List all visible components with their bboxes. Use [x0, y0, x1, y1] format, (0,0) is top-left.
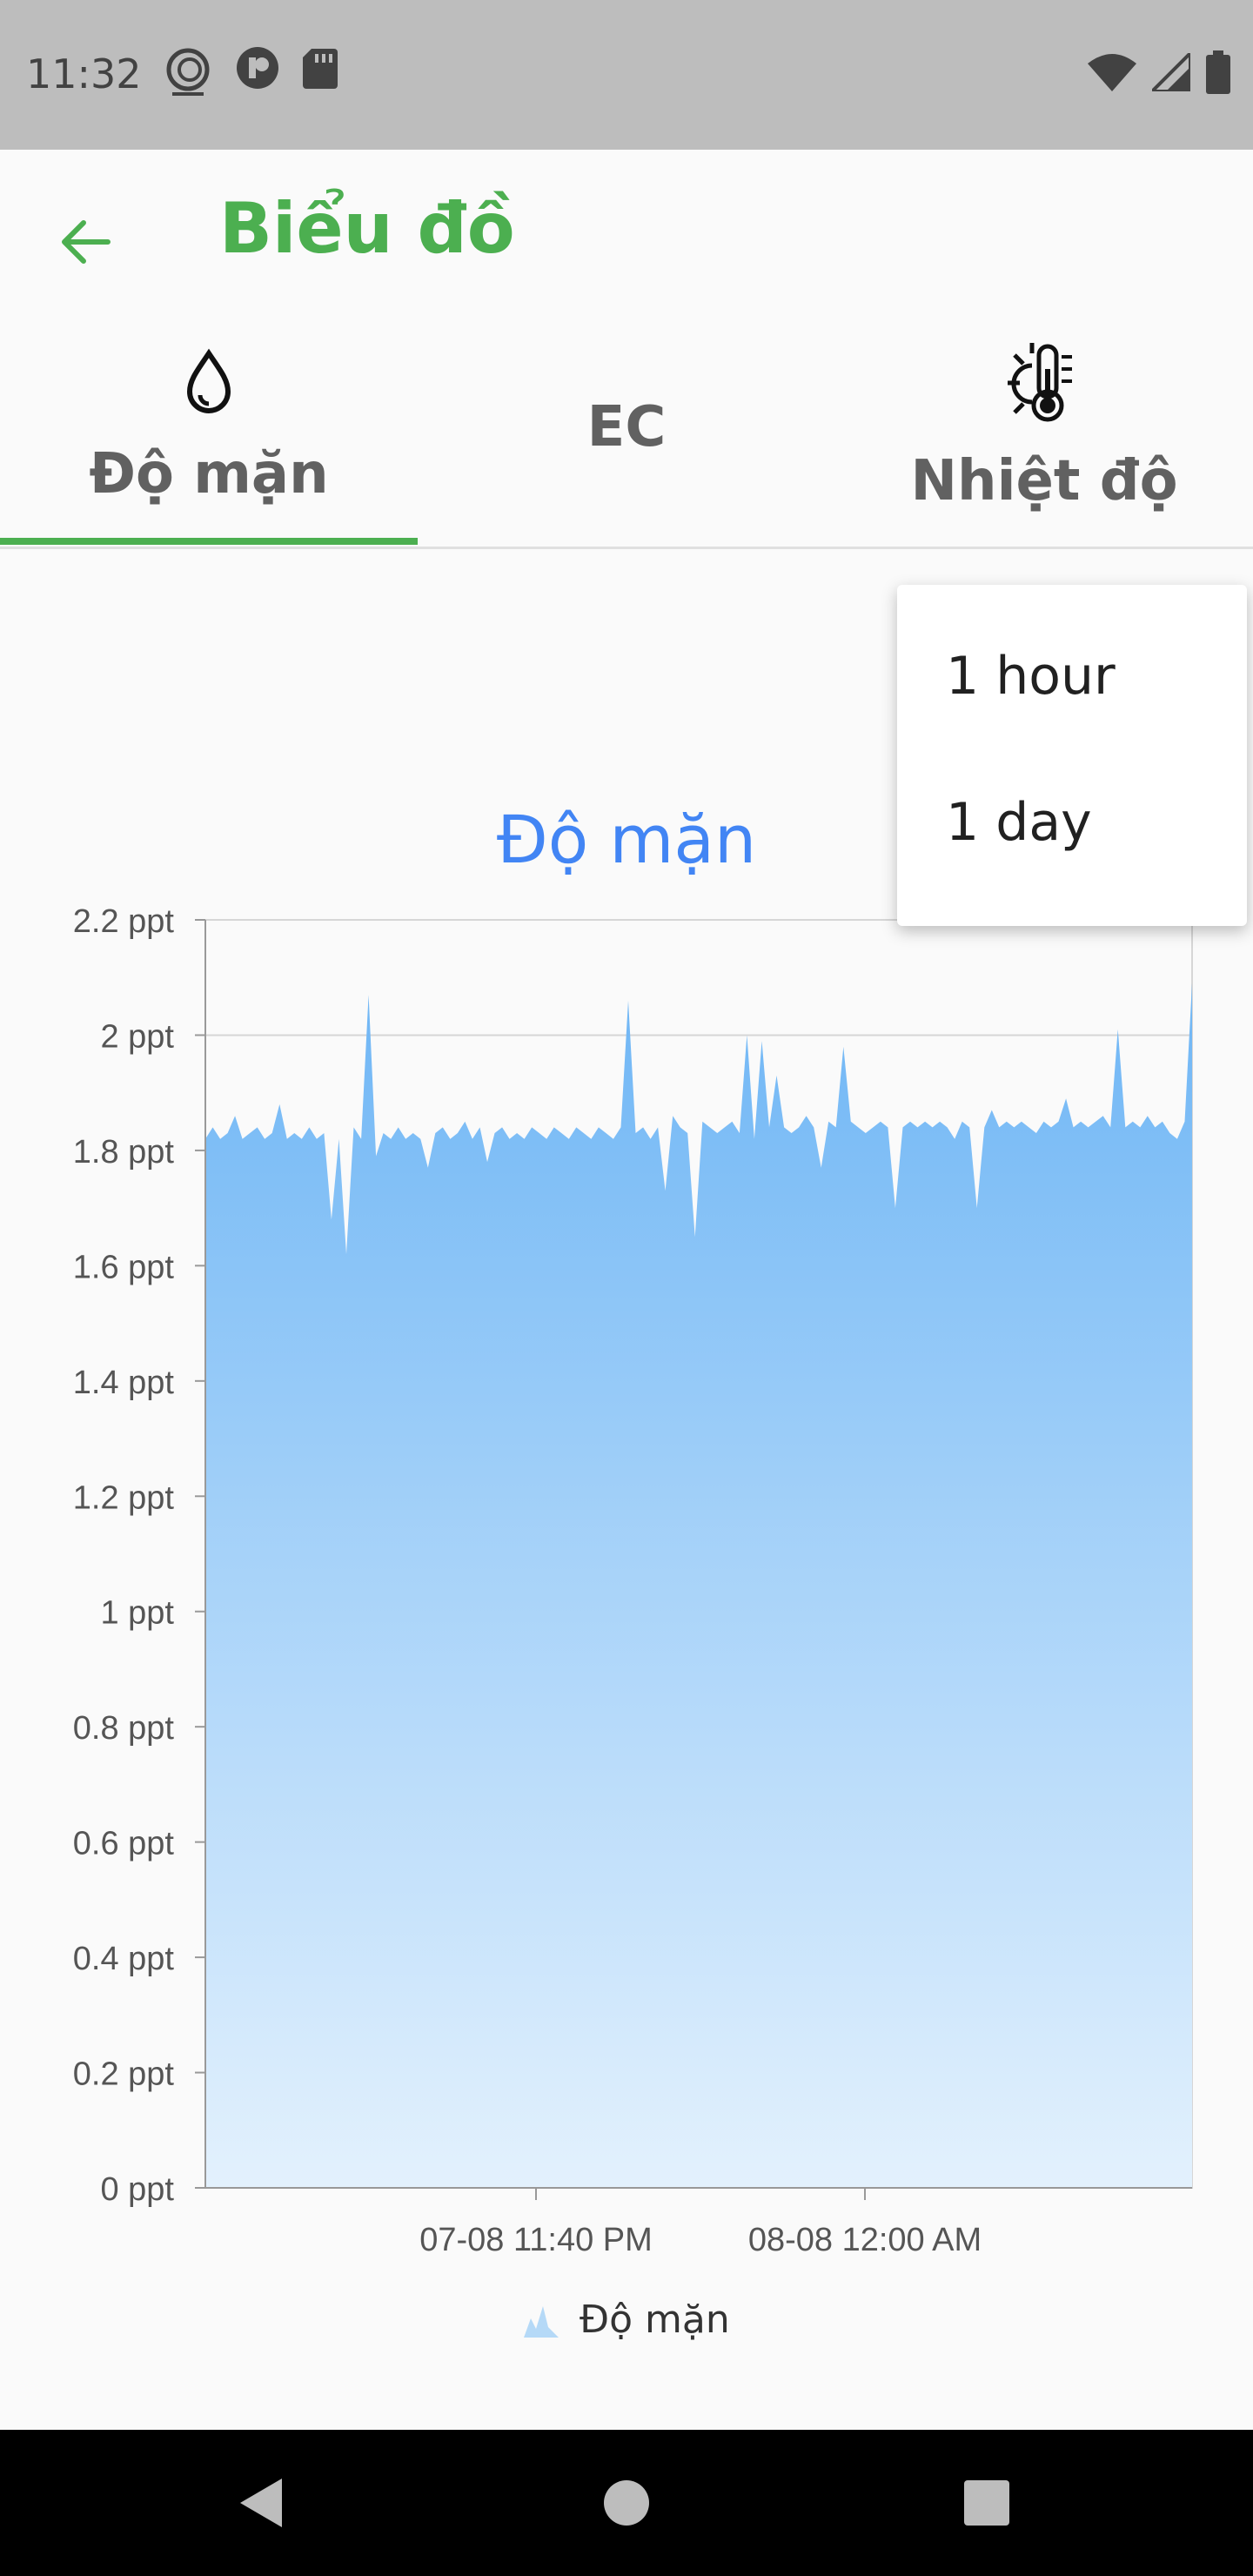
- tab-salinity[interactable]: Độ mặn: [0, 324, 418, 547]
- salinity-chart: 0 ppt 0.2 ppt 0.4 ppt 0.6 ppt 0.8 ppt 1 ppt 1.…: [73, 903, 1193, 2258]
- chart-legend: Độ mặn: [522, 2298, 730, 2342]
- sd-card-icon: [303, 49, 338, 89]
- notification-icon: [237, 47, 278, 89]
- y-tick-label: 0.8 ppt: [73, 1710, 175, 1747]
- app-logo-icon: [166, 48, 210, 96]
- home-nav-icon: [604, 2480, 649, 2526]
- chart-title: Độ mặn: [496, 801, 757, 878]
- status-time: 11:32: [26, 50, 142, 97]
- nav-recents-button[interactable]: [948, 2465, 1025, 2541]
- water-drop-icon: [186, 348, 231, 413]
- tab-label: EC: [586, 395, 667, 460]
- status-icons-right: [1088, 50, 1230, 94]
- menu-item-1-day[interactable]: 1 day: [946, 792, 1092, 853]
- tab-label: Độ mặn: [89, 442, 329, 506]
- legend-label: Độ mặn: [580, 2298, 730, 2342]
- tab-indicator: [0, 538, 418, 545]
- status-bar: 11:32: [0, 0, 1253, 150]
- y-tick-label: 2 ppt: [100, 1018, 174, 1055]
- tab-bar: Độ mặn EC Nhiệt độ: [0, 324, 1253, 549]
- wifi-icon: [1088, 54, 1136, 91]
- y-tick-label: 1.6 ppt: [73, 1249, 175, 1285]
- time-range-menu: 1 hour 1 day: [897, 585, 1247, 926]
- legend-area-icon: [524, 2305, 559, 2338]
- tab-ec[interactable]: EC: [418, 324, 835, 547]
- app-bar: Biểu đồ: [0, 150, 1253, 324]
- x-tick-label: 08-08 12:00 AM: [748, 2222, 982, 2258]
- y-tick-label: 1 ppt: [100, 1595, 174, 1632]
- arrow-left-icon: [62, 220, 111, 264]
- system-nav-bar: [0, 2430, 1253, 2576]
- nav-back-button[interactable]: [223, 2465, 299, 2541]
- thermometer-sun-icon: [1008, 343, 1072, 422]
- y-tick-label: 1.2 ppt: [73, 1479, 175, 1516]
- x-tick-label: 07-08 11:40 PM: [419, 2222, 653, 2258]
- back-nav-icon: [240, 2479, 282, 2527]
- series-area: [205, 983, 1192, 2188]
- y-tick-label: 0.6 ppt: [73, 1826, 175, 1862]
- menu-item-1-hour[interactable]: 1 hour: [946, 646, 1116, 707]
- y-tick-label: 0.4 ppt: [73, 1941, 175, 1977]
- back-button[interactable]: [50, 207, 120, 277]
- battery-icon: [1206, 50, 1230, 94]
- y-tick-label: 0 ppt: [100, 2171, 174, 2208]
- tab-label: Nhiệt độ: [910, 449, 1178, 513]
- nav-home-button[interactable]: [588, 2465, 665, 2541]
- y-tick-label: 2.2 ppt: [73, 903, 175, 940]
- recents-nav-icon: [964, 2480, 1009, 2526]
- page-title: Biểu đồ: [219, 188, 515, 269]
- signal-icon: [1152, 53, 1190, 91]
- y-tick-label: 0.2 ppt: [73, 2056, 175, 2093]
- tab-temperature[interactable]: Nhiệt độ: [835, 324, 1253, 547]
- status-icons-left: [162, 45, 339, 97]
- y-tick-label: 1.8 ppt: [73, 1134, 175, 1171]
- y-tick-label: 1.4 ppt: [73, 1365, 175, 1401]
